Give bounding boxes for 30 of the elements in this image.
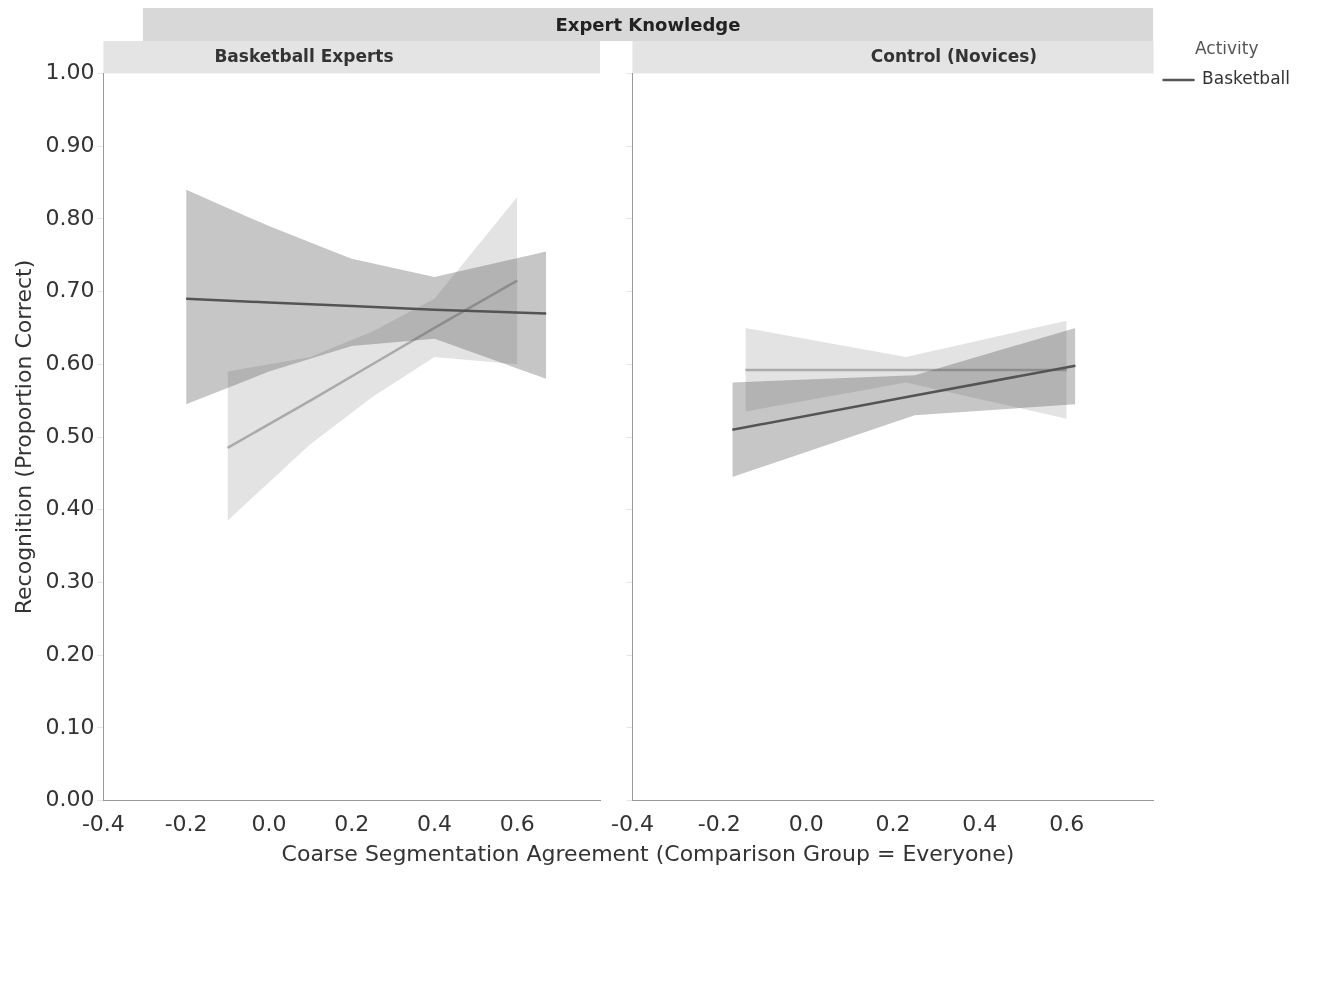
chart-subtitle: Basketball Experts [214,45,394,66]
chart-subtitle: Control (Novices) [870,45,1038,66]
x-tick-label: 0.6 [499,810,535,836]
y-tick-label: 1.00 [45,59,95,85]
x-axis-title: Coarse Segmentation Agreement (Comparison Group = Everyone) [280,841,1016,866]
x-tick-label: 0.2 [875,810,911,836]
y-tick-label: 0.00 [45,786,95,812]
x-tick-label: 0.0 [251,810,287,836]
y-tick-label: 0.10 [45,713,95,739]
x-tick-label: 0.4 [416,810,452,836]
x-tick-label: 0.4 [962,810,998,836]
legend-label: Basketball [1202,68,1291,89]
legend-title: Activity [1194,37,1259,58]
x-tick-label: -0.2 [697,810,741,836]
y-tick-label: 0.80 [45,204,95,230]
x-tick-label: 0.0 [788,810,824,836]
y-tick-label: 0.40 [45,495,95,521]
y-tick-label: 0.70 [45,277,95,303]
y-tick-label: 0.50 [45,422,95,448]
x-tick-label: -0.2 [164,810,208,836]
y-tick-label: 0.30 [45,568,95,594]
x-tick-label: -0.4 [81,810,125,836]
y-axis-title: Recognition (Proportion Correct) [10,259,36,615]
y-tick-label: 0.60 [45,350,95,375]
text: Expert Knowledge [143,8,1153,41]
x-tick-label: 0.2 [334,810,370,836]
x-tick-label: -0.4 [610,810,654,836]
y-tick-label: 0.90 [45,131,95,157]
x-tick-label: 0.6 [1049,810,1085,836]
y-tick-label: 0.20 [45,640,95,666]
